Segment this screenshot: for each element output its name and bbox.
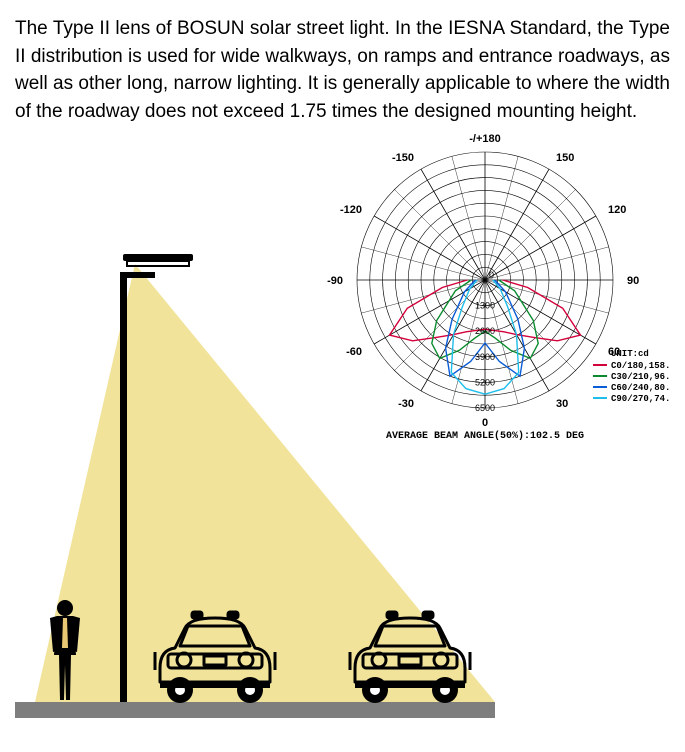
svg-text:30: 30	[556, 398, 568, 410]
pole	[120, 272, 127, 702]
street-scene	[15, 250, 495, 720]
lamp-arm	[127, 272, 155, 278]
svg-text:150: 150	[556, 152, 574, 164]
svg-text:C30/210,96.9: C30/210,96.9	[611, 372, 670, 382]
lamp-head	[123, 254, 193, 266]
description-text: The Type II lens of BOSUN solar street l…	[15, 15, 670, 125]
svg-text:90: 90	[627, 275, 639, 287]
ground	[15, 702, 495, 718]
svg-text:C0/180,158.2: C0/180,158.2	[611, 361, 670, 371]
svg-text:-/+180: -/+180	[469, 133, 501, 145]
svg-text:-120: -120	[340, 204, 362, 216]
svg-text:-150: -150	[392, 152, 414, 164]
content-area: 0-/+180150-150120-12090-9060-6030-300130…	[15, 130, 670, 720]
light-cone	[35, 264, 495, 702]
svg-text:C90/270,74.5: C90/270,74.5	[611, 394, 670, 404]
svg-text:C60/240,80.6: C60/240,80.6	[611, 383, 670, 393]
svg-text:UNIT:cd: UNIT:cd	[611, 349, 649, 359]
svg-text:120: 120	[608, 204, 626, 216]
